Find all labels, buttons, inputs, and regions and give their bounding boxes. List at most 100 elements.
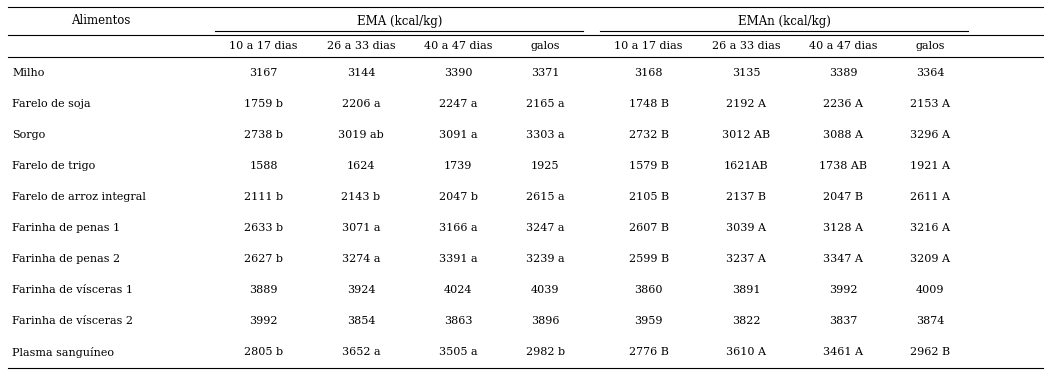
Text: 3854: 3854 xyxy=(347,316,375,326)
Text: 2143 b: 2143 b xyxy=(342,192,380,202)
Text: 3924: 3924 xyxy=(347,285,375,295)
Text: 1579 B: 1579 B xyxy=(628,161,668,171)
Text: 2982 b: 2982 b xyxy=(526,347,564,358)
Text: 2633 b: 2633 b xyxy=(244,223,283,233)
Text: 3461 A: 3461 A xyxy=(823,347,863,358)
Text: Farelo de arroz integral: Farelo de arroz integral xyxy=(12,192,146,202)
Text: 3209 A: 3209 A xyxy=(910,254,950,264)
Text: 3874: 3874 xyxy=(916,316,945,326)
Text: 1739: 1739 xyxy=(444,161,472,171)
Text: 2805 b: 2805 b xyxy=(244,347,283,358)
Text: 3959: 3959 xyxy=(635,316,663,326)
Text: 2607 B: 2607 B xyxy=(628,223,668,233)
Text: 3166 a: 3166 a xyxy=(439,223,477,233)
Text: 2627 b: 2627 b xyxy=(244,254,283,264)
Text: 1759 b: 1759 b xyxy=(244,99,283,109)
Text: 2105 B: 2105 B xyxy=(628,192,668,202)
Text: 2137 B: 2137 B xyxy=(726,192,766,202)
Text: 3167: 3167 xyxy=(249,68,277,78)
Text: 2111 b: 2111 b xyxy=(244,192,283,202)
Text: Farinha de vísceras 2: Farinha de vísceras 2 xyxy=(12,316,133,326)
Text: 3389: 3389 xyxy=(829,68,858,78)
Text: 3274 a: 3274 a xyxy=(342,254,380,264)
Text: 1738 AB: 1738 AB xyxy=(819,161,867,171)
Text: Farinha de vísceras 1: Farinha de vísceras 1 xyxy=(12,285,133,295)
Text: 1925: 1925 xyxy=(531,161,559,171)
Text: 2153 A: 2153 A xyxy=(910,99,950,109)
Text: 26 a 33 dias: 26 a 33 dias xyxy=(712,41,780,51)
Text: 3822: 3822 xyxy=(731,316,760,326)
Text: 3088 A: 3088 A xyxy=(823,130,863,140)
Text: 3347 A: 3347 A xyxy=(823,254,863,264)
Text: 3891: 3891 xyxy=(731,285,760,295)
Text: 2206 a: 2206 a xyxy=(342,99,380,109)
Text: 3144: 3144 xyxy=(347,68,375,78)
Text: EMA (kcal/kg): EMA (kcal/kg) xyxy=(356,14,441,27)
Text: 1588: 1588 xyxy=(249,161,277,171)
Text: 3860: 3860 xyxy=(635,285,663,295)
Text: 2738 b: 2738 b xyxy=(244,130,283,140)
Text: 2732 B: 2732 B xyxy=(628,130,668,140)
Text: 1921 A: 1921 A xyxy=(910,161,950,171)
Text: 3012 AB: 3012 AB xyxy=(722,130,770,140)
Text: 1624: 1624 xyxy=(347,161,375,171)
Text: 3505 a: 3505 a xyxy=(439,347,477,358)
Text: 3992: 3992 xyxy=(829,285,858,295)
Text: 4024: 4024 xyxy=(444,285,473,295)
Text: 2192 A: 2192 A xyxy=(726,99,766,109)
Text: 10 a 17 dias: 10 a 17 dias xyxy=(229,41,297,51)
Text: 3889: 3889 xyxy=(249,285,277,295)
Text: 2776 B: 2776 B xyxy=(628,347,668,358)
Text: Farinha de penas 1: Farinha de penas 1 xyxy=(12,223,120,233)
Text: 4039: 4039 xyxy=(531,285,559,295)
Text: 3303 a: 3303 a xyxy=(526,130,564,140)
Text: 2047 b: 2047 b xyxy=(438,192,478,202)
Text: galos: galos xyxy=(531,41,560,51)
Text: 3296 A: 3296 A xyxy=(910,130,950,140)
Text: 3371: 3371 xyxy=(531,68,559,78)
Text: EMAn (kcal/kg): EMAn (kcal/kg) xyxy=(738,14,830,27)
Text: 3610 A: 3610 A xyxy=(726,347,766,358)
Text: 3247 a: 3247 a xyxy=(526,223,564,233)
Text: 2236 A: 2236 A xyxy=(823,99,863,109)
Text: 3019 ab: 3019 ab xyxy=(338,130,384,140)
Text: Farinha de penas 2: Farinha de penas 2 xyxy=(12,254,120,264)
Text: 3039 A: 3039 A xyxy=(726,223,766,233)
Text: 2247 a: 2247 a xyxy=(439,99,477,109)
Text: 3896: 3896 xyxy=(531,316,559,326)
Text: 3652 a: 3652 a xyxy=(342,347,380,358)
Text: 2611 A: 2611 A xyxy=(910,192,950,202)
Text: 2165 a: 2165 a xyxy=(526,99,564,109)
Text: 3837: 3837 xyxy=(829,316,858,326)
Text: 3135: 3135 xyxy=(731,68,760,78)
Text: 3364: 3364 xyxy=(915,68,945,78)
Text: 3128 A: 3128 A xyxy=(823,223,863,233)
Text: 3239 a: 3239 a xyxy=(526,254,564,264)
Text: Farelo de soja: Farelo de soja xyxy=(12,99,90,109)
Text: 3390: 3390 xyxy=(444,68,473,78)
Text: 40 a 47 dias: 40 a 47 dias xyxy=(809,41,878,51)
Text: 1748 B: 1748 B xyxy=(628,99,668,109)
Text: 3216 A: 3216 A xyxy=(910,223,950,233)
Text: 2962 B: 2962 B xyxy=(910,347,950,358)
Text: 2047 B: 2047 B xyxy=(823,192,863,202)
Text: 2615 a: 2615 a xyxy=(526,192,564,202)
Text: 3071 a: 3071 a xyxy=(342,223,380,233)
Text: 3091 a: 3091 a xyxy=(439,130,477,140)
Text: 3391 a: 3391 a xyxy=(439,254,477,264)
Text: Alimentos: Alimentos xyxy=(71,14,130,27)
Text: 3863: 3863 xyxy=(444,316,473,326)
Text: Farelo de trigo: Farelo de trigo xyxy=(12,161,96,171)
Text: 3992: 3992 xyxy=(249,316,277,326)
Text: 4009: 4009 xyxy=(915,285,945,295)
Text: 26 a 33 dias: 26 a 33 dias xyxy=(327,41,395,51)
Text: Sorgo: Sorgo xyxy=(12,130,45,140)
Text: 3237 A: 3237 A xyxy=(726,254,766,264)
Text: 1621AB: 1621AB xyxy=(724,161,768,171)
Text: 40 a 47 dias: 40 a 47 dias xyxy=(424,41,493,51)
Text: Plasma sanguíneo: Plasma sanguíneo xyxy=(12,347,114,358)
Text: galos: galos xyxy=(915,41,945,51)
Text: Milho: Milho xyxy=(12,68,44,78)
Text: 10 a 17 dias: 10 a 17 dias xyxy=(615,41,683,51)
Text: 3168: 3168 xyxy=(635,68,663,78)
